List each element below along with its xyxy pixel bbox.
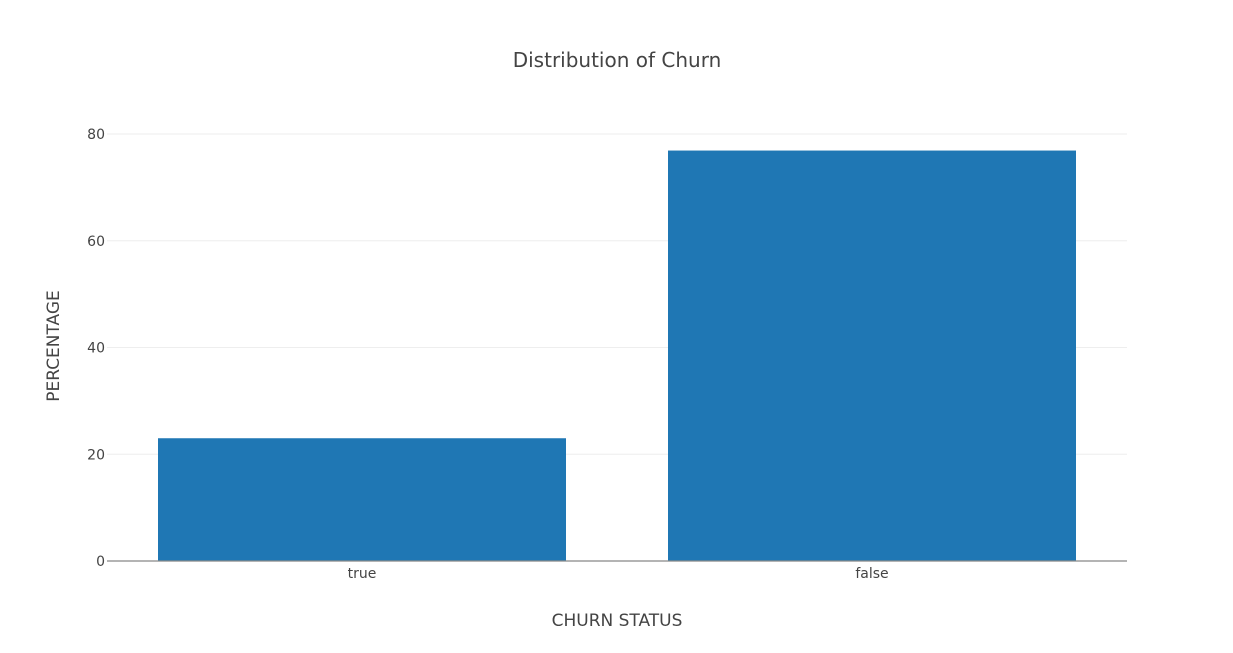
y-tick-label: 20: [87, 447, 105, 463]
bar-true: [158, 438, 566, 561]
y-tick-label: 40: [87, 341, 105, 357]
x-axis-ticks: true false: [348, 566, 889, 582]
y-axis-title: PERCENTAGE: [44, 290, 64, 402]
y-tick-label: 60: [87, 234, 105, 250]
x-tick-label: false: [855, 566, 888, 582]
y-tick-label: 0: [96, 554, 105, 570]
x-tick-label: true: [348, 566, 377, 582]
bar-false: [668, 150, 1076, 561]
y-tick-label: 80: [87, 127, 105, 143]
chart-title: Distribution of Churn: [513, 48, 722, 72]
bars: [158, 150, 1076, 561]
x-axis-title: CHURN STATUS: [552, 611, 683, 631]
y-axis-ticks: 0 20 40 60 80: [87, 127, 105, 570]
